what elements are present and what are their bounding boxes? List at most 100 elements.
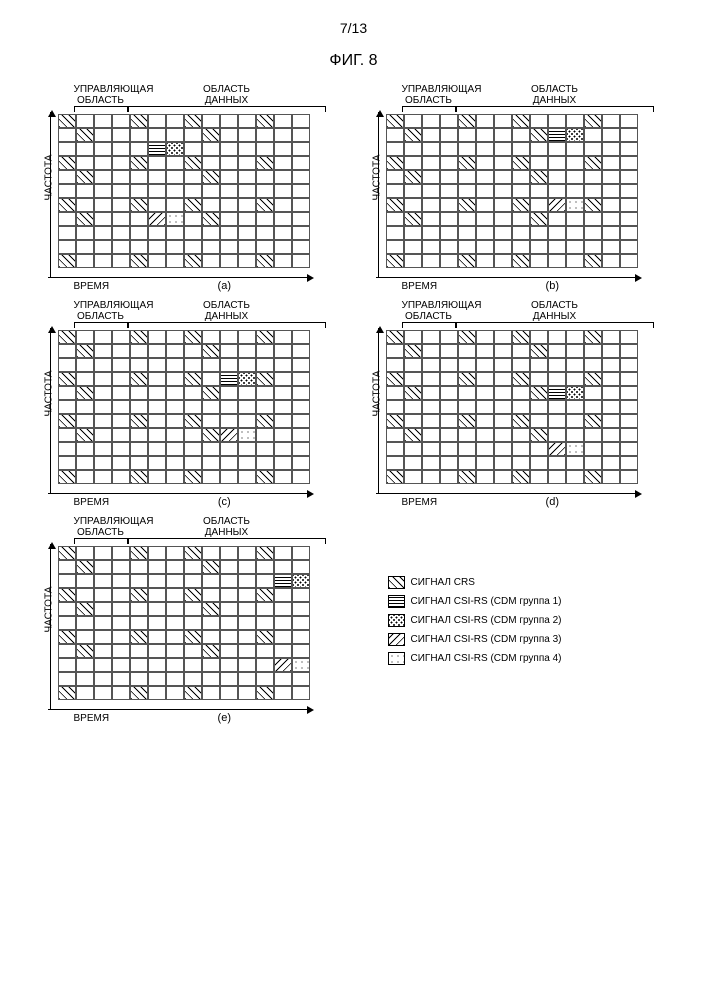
grid-cell [148,658,166,672]
grid-cell [220,470,238,484]
grid-cell [440,344,458,358]
grid-cell [58,212,76,226]
grid-cell [130,560,148,574]
grid-cell [112,170,130,184]
grid-cell [548,414,566,428]
grid-cell [130,198,148,212]
grid-cell [256,372,274,386]
grid-cell [292,456,310,470]
grid-cell [58,372,76,386]
grid-cell [112,344,130,358]
grid-cell [238,344,256,358]
grid-cell [386,254,404,268]
grid-cell [292,254,310,268]
grid-cell [148,428,166,442]
grid-cell [202,128,220,142]
grid-cell [422,184,440,198]
grid-cell [166,184,184,198]
grid-cell [404,142,422,156]
grid-cell [112,616,130,630]
grid-cell [148,212,166,226]
grid-cell [76,372,94,386]
region-data-label: ОБЛАСТЬ ДАННЫХ [128,84,326,106]
grid-cell [440,400,458,414]
grid-cell [602,372,620,386]
grid-cell [202,602,220,616]
grid-cell [256,114,274,128]
grid-cell [166,560,184,574]
grid-cell [148,442,166,456]
grid-cell [512,456,530,470]
grid-cell [148,372,166,386]
grid-cell [530,330,548,344]
grid-cell [238,546,256,560]
grid-cell [220,198,238,212]
grid-cell [202,442,220,456]
grid-cell [494,170,512,184]
grid-cell [76,400,94,414]
grid-cell [494,254,512,268]
region-control-label: УПРАВЛЯЮЩАЯ ОБЛАСТЬ [74,300,128,322]
grid-cell [530,254,548,268]
grid-cell [292,602,310,616]
figure-title: ФИГ. 8 [10,52,697,70]
grid-cell [494,344,512,358]
grid-cell [458,142,476,156]
grid-cell [94,644,112,658]
legend-text: СИГНАЛ CRS [411,577,475,588]
grid-cell [620,212,638,226]
grid-cell [422,254,440,268]
grid-cell [238,456,256,470]
grid-cell [494,226,512,240]
grid-cell [440,240,458,254]
region-control-label: УПРАВЛЯЮЩАЯ ОБЛАСТЬ [402,300,456,322]
grid-cell [548,226,566,240]
grid-cell [292,142,310,156]
grid-cell [548,442,566,456]
grid-cell [166,574,184,588]
grid-cell [148,170,166,184]
grid-cell [220,212,238,226]
grid-cell [602,400,620,414]
grid-cell [256,184,274,198]
grid-cell [166,400,184,414]
grid-cell [238,428,256,442]
grid-cell [94,414,112,428]
grid-cell [130,156,148,170]
grid-cell [76,644,94,658]
grid-cell [202,358,220,372]
grid-cell [292,672,310,686]
grid-cell [274,470,292,484]
grid-cell [94,240,112,254]
grid-cell [292,170,310,184]
grid-cell [620,156,638,170]
grid-cell [566,142,584,156]
grid-cell [274,240,292,254]
grid-cell [512,170,530,184]
grid-cell [512,240,530,254]
grid-cell [148,156,166,170]
grid-cell [274,184,292,198]
grid-cell [548,156,566,170]
grid-cell [274,400,292,414]
grid-cell [256,456,274,470]
grid-cell [494,414,512,428]
grid-cell [440,414,458,428]
grid-cell [112,602,130,616]
grid-cell [404,240,422,254]
grid-cell [458,372,476,386]
grid-cell [202,226,220,240]
grid-cell [292,226,310,240]
grid-cell [440,254,458,268]
grid-cell [58,560,76,574]
grid-cell [602,344,620,358]
grid-cell [566,456,584,470]
grid-cell [112,588,130,602]
grid-cell [130,616,148,630]
grid-cell [422,470,440,484]
grid-cell [220,686,238,700]
grid-cell [148,672,166,686]
grid-cell [292,560,310,574]
grid-cell [620,442,638,456]
grid-cell [130,602,148,616]
